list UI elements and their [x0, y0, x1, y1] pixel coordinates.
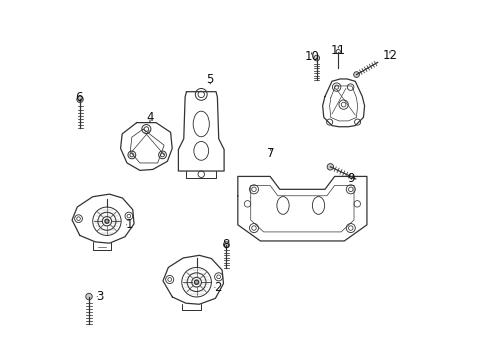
Text: 11: 11: [331, 44, 346, 57]
Text: 4: 4: [146, 111, 154, 124]
Text: 6: 6: [75, 91, 83, 104]
Text: 5: 5: [206, 73, 214, 86]
Circle shape: [105, 219, 109, 223]
Text: 12: 12: [382, 49, 397, 62]
Circle shape: [327, 163, 334, 170]
Text: 8: 8: [222, 238, 230, 251]
Text: 3: 3: [97, 290, 104, 303]
Circle shape: [77, 96, 83, 103]
Circle shape: [314, 55, 319, 61]
Text: 9: 9: [347, 172, 356, 185]
Text: 10: 10: [304, 50, 319, 63]
Text: 1: 1: [126, 218, 133, 231]
Circle shape: [223, 242, 229, 247]
Circle shape: [195, 280, 199, 284]
Text: 2: 2: [214, 281, 221, 294]
Circle shape: [86, 293, 92, 300]
Circle shape: [354, 72, 360, 77]
Text: 7: 7: [267, 147, 274, 159]
